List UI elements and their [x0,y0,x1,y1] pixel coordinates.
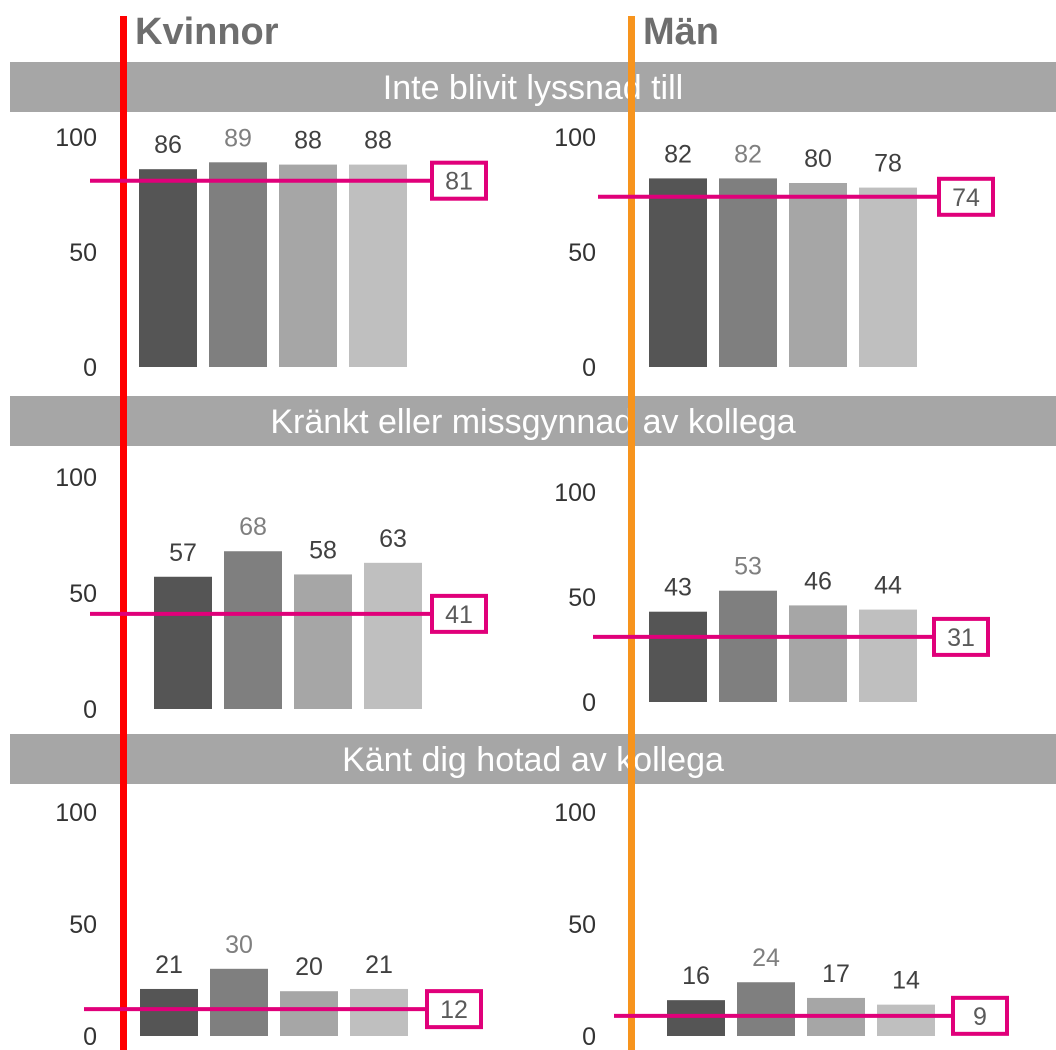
bar [279,164,337,367]
bar-value-label: 30 [225,931,253,959]
bar [789,605,847,702]
bar-value-label: 68 [239,513,267,541]
reference-value-box [430,160,488,201]
bar [139,169,197,367]
bar [280,991,338,1036]
y-tick-label: 100 [554,124,596,152]
y-tick-label: 100 [55,799,97,827]
reference-value-box [430,593,488,634]
bar-value-label: 57 [169,539,197,567]
bar [364,562,422,709]
y-tick-label: 50 [568,239,596,267]
section-title: Kränkt eller missgynnad av kollega [270,403,795,441]
y-tick-label: 0 [582,1023,596,1050]
bar [719,590,777,702]
section-header-band [10,396,1056,446]
bar-value-label: 17 [822,960,850,988]
bar-value-label: 16 [682,962,710,990]
bar [859,187,917,367]
bar [294,574,352,709]
y-tick-label: 0 [582,689,596,717]
y-tick-label: 0 [83,696,97,724]
bar-value-label: 21 [365,951,393,979]
reference-value-label: 31 [947,624,975,652]
reference-value-label: 74 [952,184,980,212]
y-tick-label: 100 [55,464,97,492]
bar-value-label: 14 [892,967,920,995]
y-tick-label: 100 [554,479,596,507]
reference-value-box [932,616,990,657]
bar [349,164,407,367]
bar [737,982,795,1036]
bar-value-label: 63 [379,525,407,553]
bar-value-label: 44 [874,572,902,600]
bar-value-label: 86 [154,131,182,159]
bar [649,611,707,702]
bar-value-label: 43 [664,574,692,602]
bar-value-label: 20 [295,953,323,981]
bar-value-label: 82 [734,140,762,168]
bar-value-label: 58 [309,536,337,564]
reference-value-label: 41 [445,601,473,629]
bar [789,183,847,367]
bar-value-label: 78 [874,150,902,178]
section-title: Känt dig hotad av kollega [342,741,724,779]
column-divider-line [120,16,127,1050]
reference-value-box [937,176,995,217]
y-tick-label: 50 [69,239,97,267]
bar-value-label: 89 [224,124,252,152]
bar [877,1004,935,1036]
y-tick-label: 50 [69,580,97,608]
reference-value-label: 81 [445,168,473,196]
y-tick-label: 50 [69,911,97,939]
bar-value-label: 21 [155,951,183,979]
section-header-band [10,734,1056,784]
bar-value-label: 88 [364,127,392,155]
reference-value-label: 12 [440,996,468,1024]
section-title: Inte blivit lyssnad till [383,69,683,107]
y-tick-label: 100 [554,799,596,827]
reference-value-label: 9 [973,1003,987,1031]
bar [140,988,198,1036]
y-tick-label: 50 [568,584,596,612]
y-tick-label: 0 [582,354,596,382]
bar-value-label: 82 [664,140,692,168]
column-title: Män [643,11,719,53]
y-tick-label: 0 [83,1023,97,1050]
column-title: Kvinnor [135,11,279,53]
bar [224,551,282,709]
bar [719,178,777,367]
section-header-band [10,62,1056,112]
y-tick-label: 50 [568,911,596,939]
bar [210,968,268,1036]
bar-value-label: 53 [734,553,762,581]
bar-value-label: 88 [294,127,322,155]
y-tick-label: 100 [55,124,97,152]
bar [649,178,707,367]
column-divider-line [628,16,635,1050]
reference-value-box [425,989,483,1030]
bar-value-label: 24 [752,944,780,972]
bar-value-label: 80 [804,145,832,173]
y-tick-label: 0 [83,354,97,382]
bar-value-label: 46 [804,567,832,595]
bar [350,988,408,1036]
bar [667,1000,725,1036]
bar [209,162,267,367]
bar [154,576,212,709]
bar [859,609,917,702]
reference-value-box [951,995,1009,1036]
